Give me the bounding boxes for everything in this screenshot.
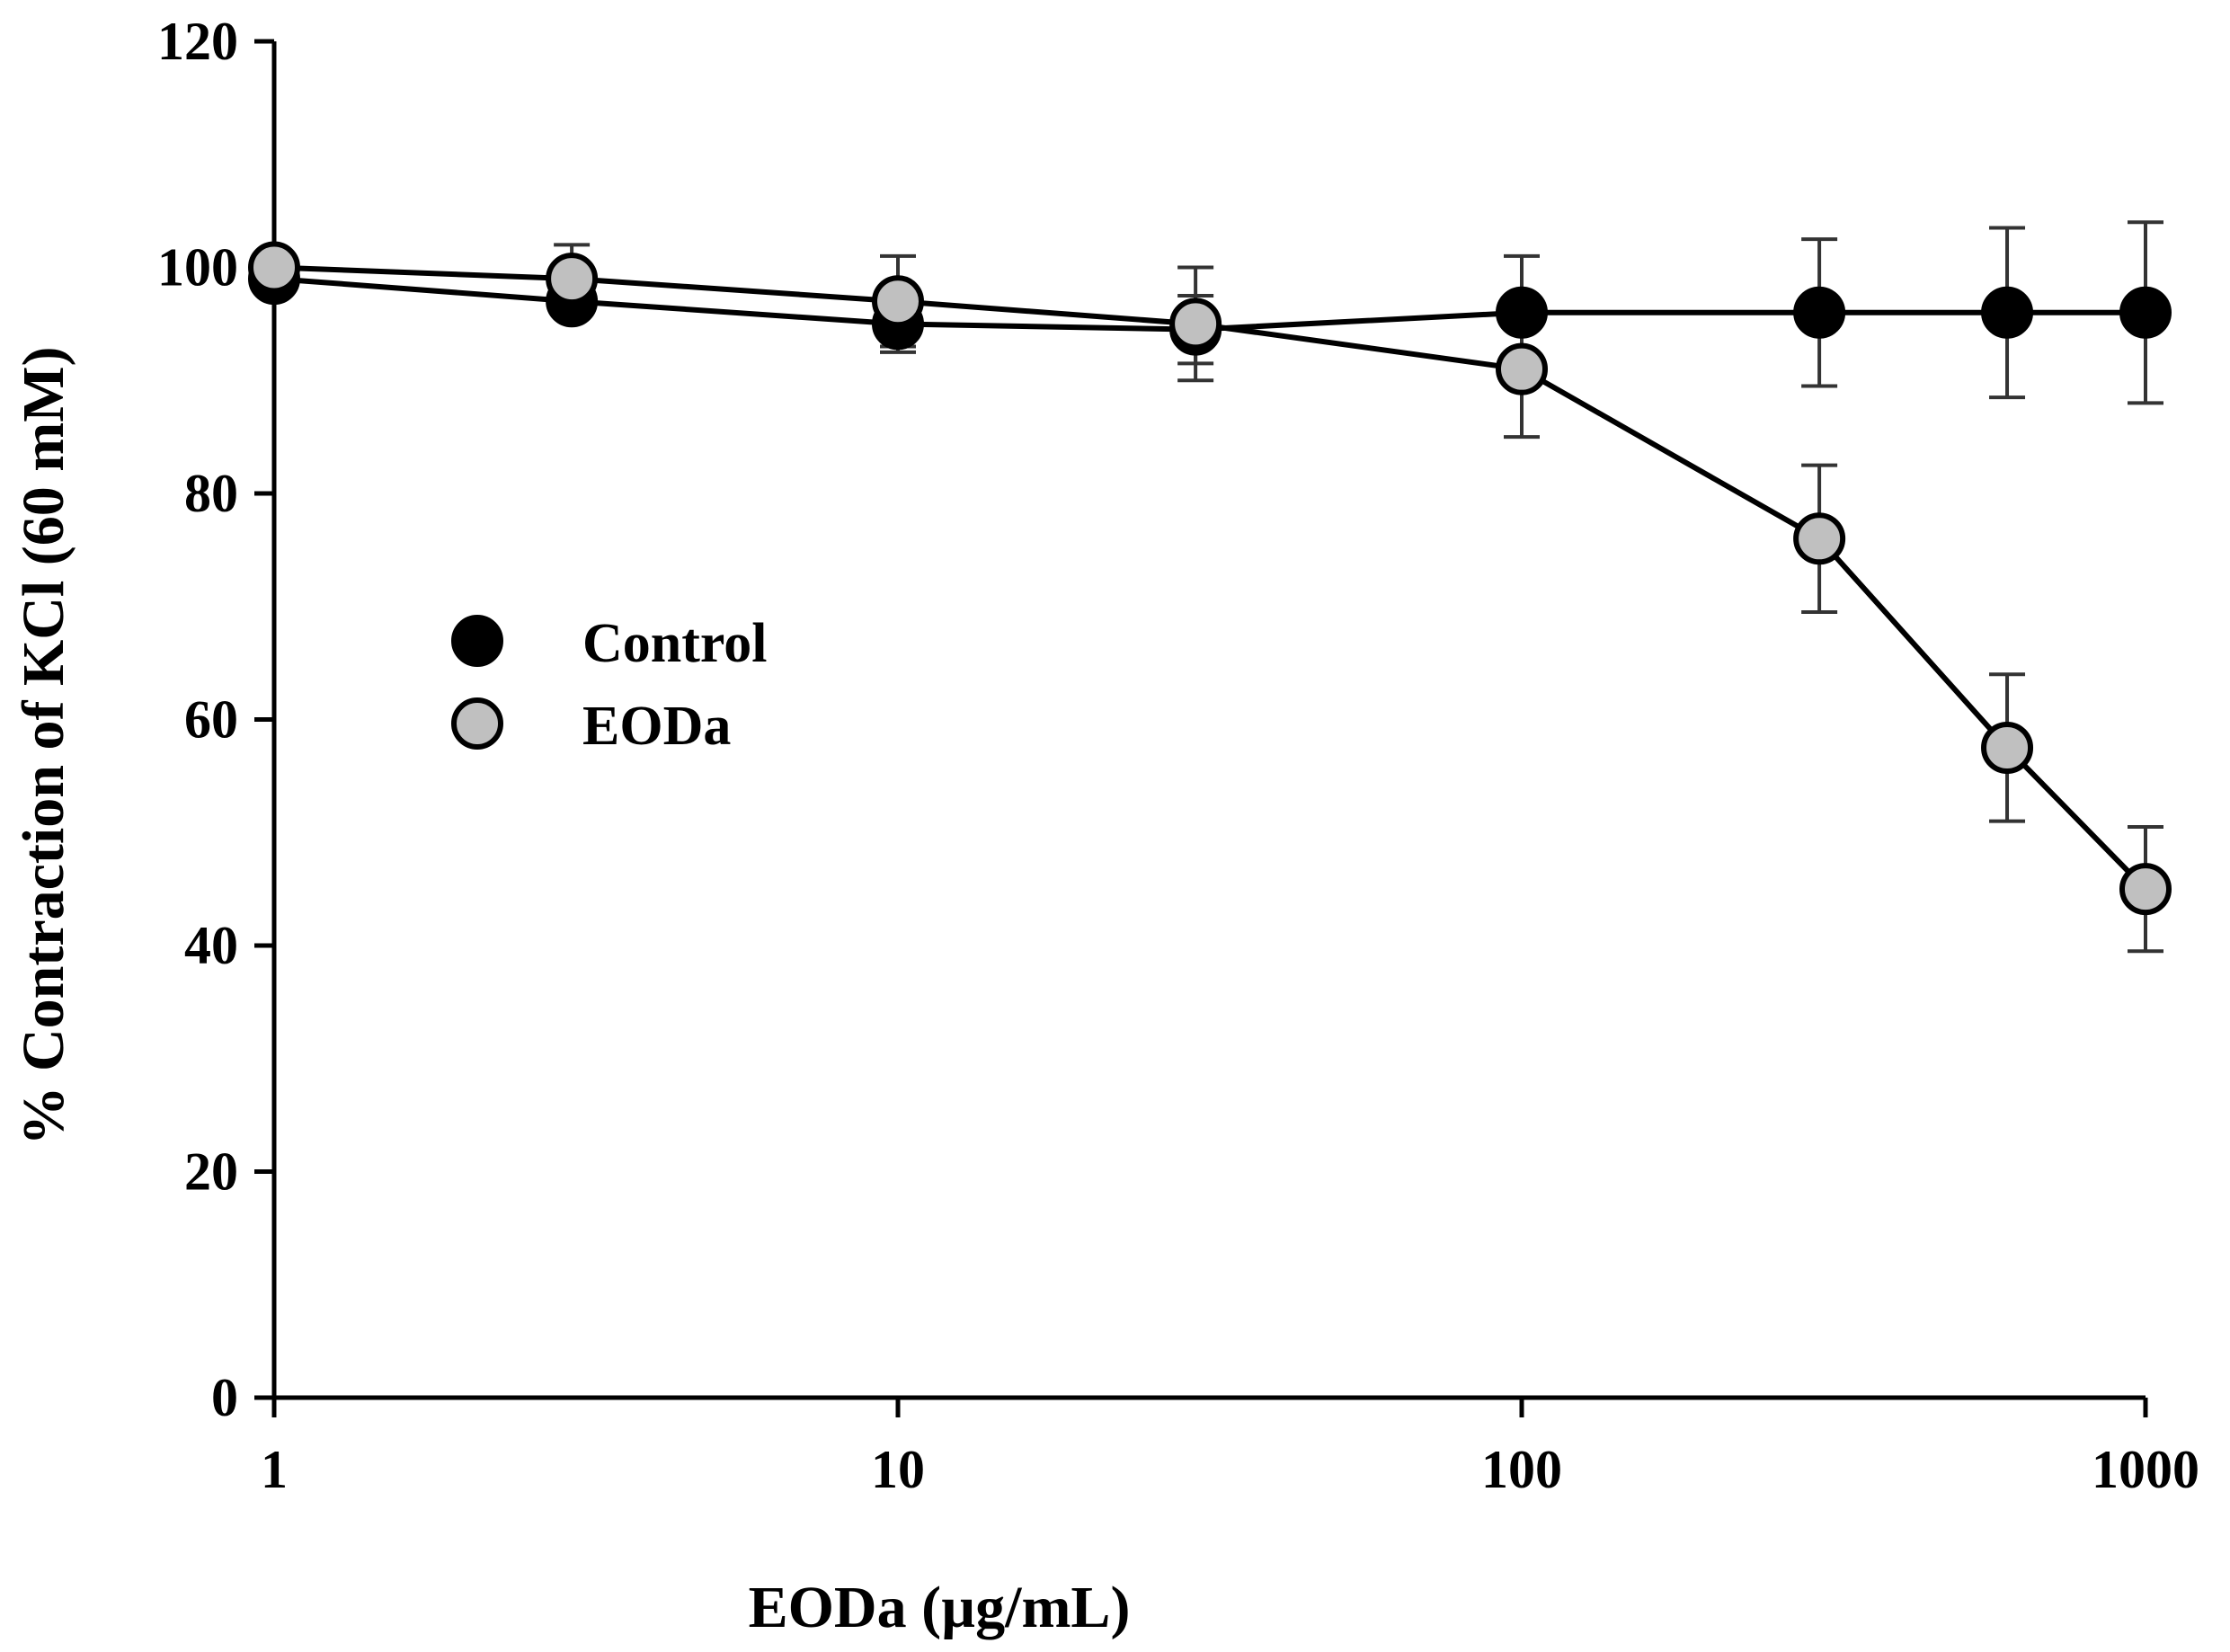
x-ticks: 1 10 100 1000 xyxy=(261,1398,2199,1499)
data-point-eoda xyxy=(546,253,599,306)
legend-marker-control xyxy=(451,615,503,667)
legend-label-control: Control xyxy=(582,613,768,674)
data-point-eoda xyxy=(248,241,300,294)
y-tick-label: 80 xyxy=(184,464,238,523)
y-tick-label: 120 xyxy=(157,12,238,71)
data-point-control xyxy=(2119,286,2172,339)
y-tick-label: 20 xyxy=(184,1142,238,1202)
series-line-eoda xyxy=(273,264,2148,892)
data-point-eoda xyxy=(872,275,924,328)
data-point-eoda xyxy=(1981,721,2034,774)
series-line-control xyxy=(273,276,2146,333)
x-tick-label: 10 xyxy=(871,1440,925,1499)
data-point-eoda xyxy=(2119,863,2172,916)
data-point-eoda xyxy=(1496,342,1548,395)
y-tick-label: 60 xyxy=(184,690,238,750)
data-point-control xyxy=(1496,286,1548,339)
y-tick-label: 40 xyxy=(184,916,238,975)
markers-eoda xyxy=(248,241,2172,916)
series-layer xyxy=(248,220,2172,954)
data-point-control xyxy=(1981,286,2034,339)
data-point-control xyxy=(1793,286,1846,339)
legend-marker-eoda xyxy=(451,697,503,750)
data-point-eoda xyxy=(1793,512,1846,565)
x-axis-title: EODa (µg/mL) xyxy=(749,1575,1131,1640)
legend-label-eoda: EODa xyxy=(582,696,731,757)
x-tick-label: 100 xyxy=(1481,1440,1562,1499)
y-tick-label: 0 xyxy=(211,1368,238,1427)
legend: Control EODa xyxy=(451,613,768,757)
data-point-eoda xyxy=(1169,298,1222,351)
y-ticks: 0 20 40 60 80 100 120 xyxy=(157,12,274,1427)
y-tick-label: 100 xyxy=(157,238,238,298)
x-tick-label: 1 xyxy=(261,1440,288,1499)
y-axis-title: % Contraction of KCl (60 mM) xyxy=(11,346,76,1145)
x-tick-label: 1000 xyxy=(2092,1440,2199,1499)
